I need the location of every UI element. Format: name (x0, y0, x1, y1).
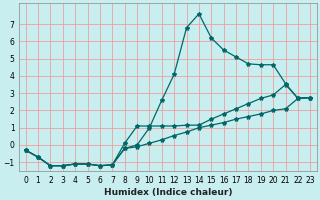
X-axis label: Humidex (Indice chaleur): Humidex (Indice chaleur) (104, 188, 232, 197)
